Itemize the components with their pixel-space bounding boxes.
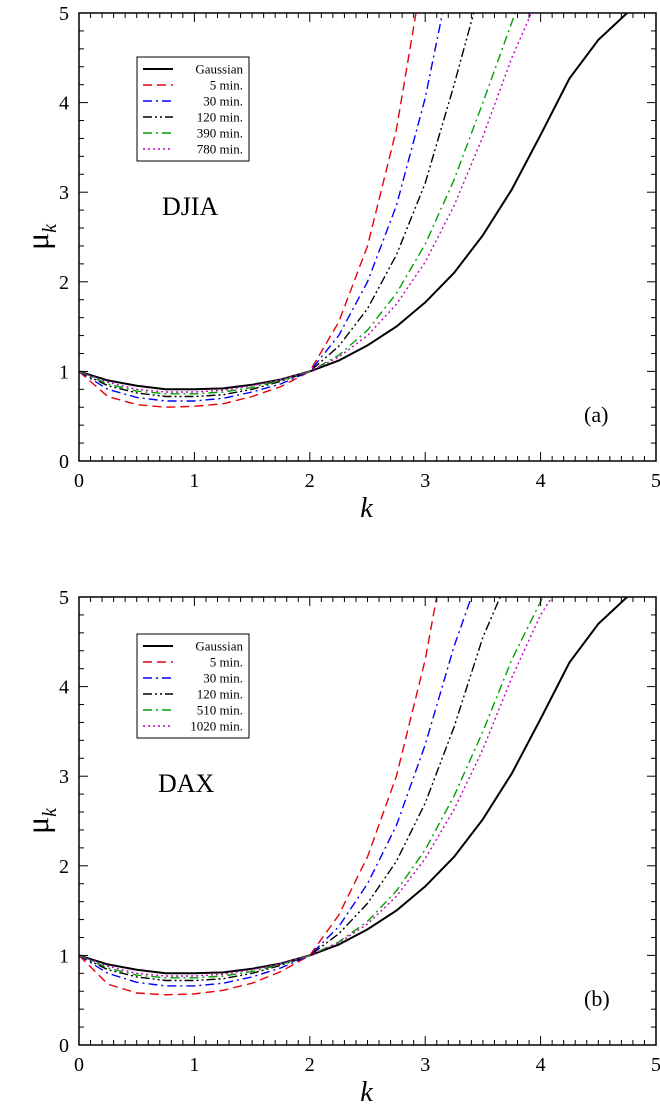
legend-entry: Gaussian	[195, 62, 243, 77]
x-axis-title: k	[360, 1077, 373, 1108]
x-tick-label: 2	[305, 1054, 315, 1076]
legend-box	[136, 56, 250, 162]
y-tick-label: 3	[59, 766, 69, 788]
legend-entry: 510 min.	[197, 703, 243, 718]
series-line-30-min	[79, 13, 444, 402]
y-tick-label: 2	[59, 856, 69, 878]
x-axis-title: k	[360, 493, 373, 524]
x-tick-label: 3	[420, 470, 430, 492]
x-tick-label: 5	[651, 1054, 660, 1076]
series-lines	[79, 597, 628, 996]
y-axis-title: μk	[19, 223, 61, 250]
axis-ticks	[78, 596, 657, 1046]
y-tick-label: 3	[59, 182, 69, 204]
panel-label: (a)	[584, 402, 608, 427]
series-annotation: DJIA	[162, 192, 219, 221]
series-line-1020-min	[79, 597, 553, 977]
legend-entry: 30 min.	[203, 671, 243, 686]
legend-entry: 780 min.	[197, 142, 243, 157]
y-tick-label: 1	[59, 945, 69, 967]
y-tick-label: 5	[59, 587, 69, 609]
legend-entry: 390 min.	[197, 126, 243, 141]
legend-entry: 5 min.	[210, 655, 243, 670]
series-line-780-min	[79, 13, 533, 393]
x-tick-label: 0	[74, 470, 84, 492]
series-line-5-min	[79, 13, 417, 408]
series-line-510-min	[79, 597, 544, 979]
y-tick-label: 4	[59, 93, 69, 115]
series-annotation: DAX	[158, 769, 215, 798]
y-tick-label: 2	[59, 272, 69, 294]
x-tick-label: 1	[189, 470, 199, 492]
axis-ticks	[78, 12, 657, 462]
y-tick-label: 5	[59, 3, 69, 25]
series-line-120-min	[79, 13, 475, 398]
series-lines	[79, 13, 628, 408]
legend-box	[136, 633, 250, 739]
y-tick-label: 0	[59, 451, 69, 473]
series-line-gaussian	[79, 13, 628, 391]
x-tick-label: 4	[536, 1054, 546, 1076]
y-tick-label: 1	[59, 361, 69, 383]
legend-entry: 1020 min.	[190, 719, 243, 734]
legend-entry: 120 min.	[197, 110, 243, 125]
x-tick-label: 4	[536, 470, 546, 492]
panel-label: (b)	[584, 986, 610, 1011]
legend-entry: 5 min.	[210, 78, 243, 93]
legend-entry: 30 min.	[203, 94, 243, 109]
x-tick-label: 0	[74, 1054, 84, 1076]
x-tick-label: 1	[189, 1054, 199, 1076]
legend-entry: 120 min.	[197, 687, 243, 702]
y-tick-label: 0	[59, 1035, 69, 1057]
series-line-5-min	[79, 597, 438, 996]
y-tick-label: 4	[59, 677, 69, 699]
series-line-30-min	[79, 597, 473, 987]
x-tick-label: 5	[651, 470, 660, 492]
series-line-120-min	[79, 597, 501, 982]
series-line-gaussian	[79, 597, 628, 975]
x-tick-label: 2	[305, 470, 315, 492]
y-axis-title: μk	[19, 807, 61, 834]
legend-entry: Gaussian	[195, 639, 243, 654]
x-tick-label: 3	[420, 1054, 430, 1076]
